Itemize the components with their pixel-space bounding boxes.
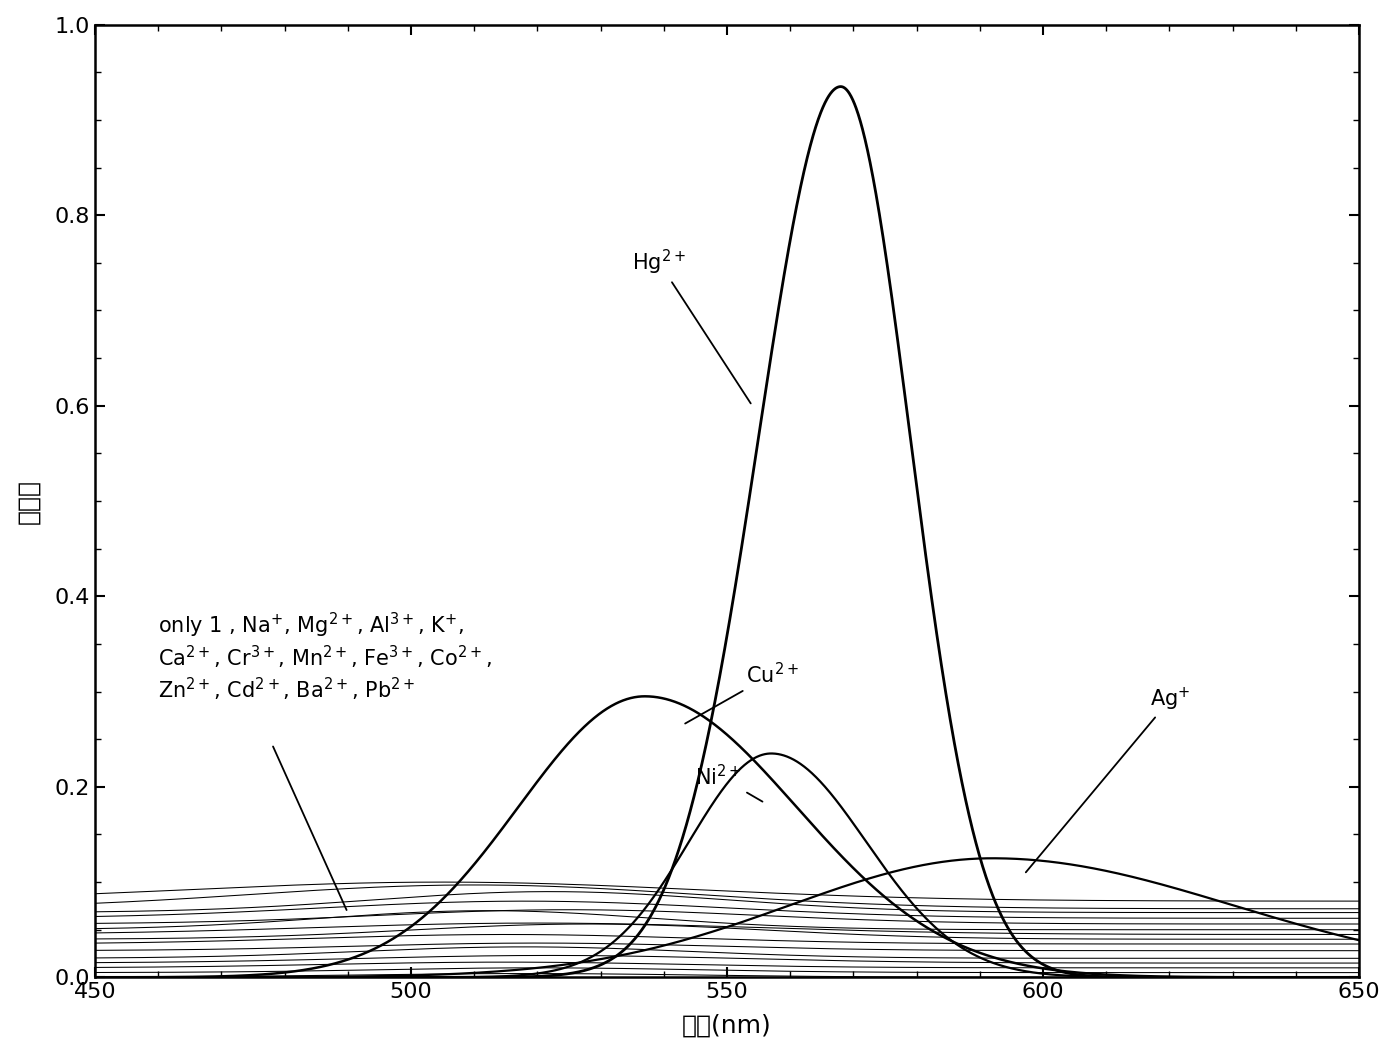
Text: Ni$^{2+}$: Ni$^{2+}$: [696, 763, 763, 802]
Text: only 1 , Na$^{+}$, Mg$^{2+}$, Al$^{3+}$, K$^{+}$,
Ca$^{2+}$, Cr$^{3+}$, Mn$^{2+}: only 1 , Na$^{+}$, Mg$^{2+}$, Al$^{3+}$,…: [158, 610, 492, 703]
Text: Ag$^{+}$: Ag$^{+}$: [1025, 685, 1190, 873]
X-axis label: 波长(nm): 波长(nm): [682, 1013, 773, 1037]
Text: Cu$^{2+}$: Cu$^{2+}$: [685, 662, 799, 723]
Text: Hg$^{2+}$: Hg$^{2+}$: [633, 248, 750, 404]
Y-axis label: 吸光度: 吸光度: [17, 479, 41, 524]
